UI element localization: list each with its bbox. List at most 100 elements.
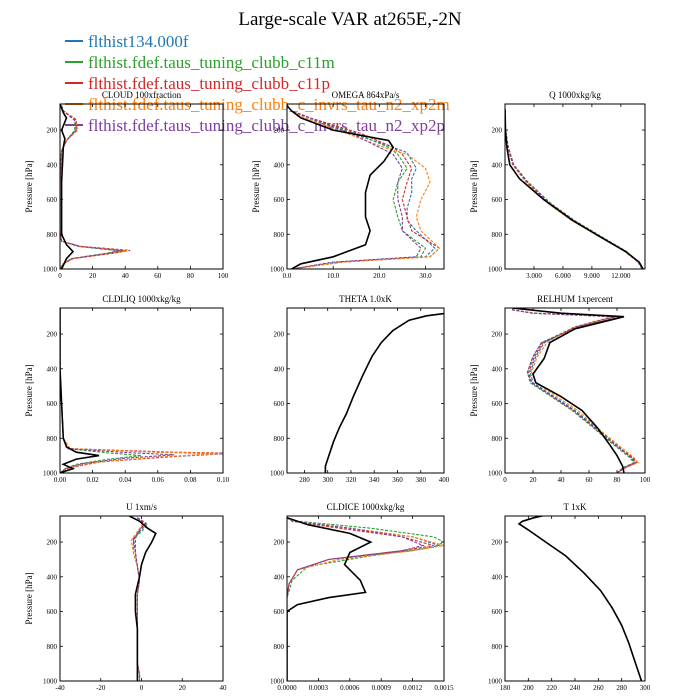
series-line [505,109,643,269]
legend-label: flthist.fdef.taus_tuning_clubb_c11p [88,74,330,93]
y-tick-label: 1000 [43,678,58,686]
y-axis-label: Pressure [hPa] [251,160,261,212]
series-line [324,313,444,473]
series-line [324,313,444,473]
x-tick-label: 0.0006 [340,684,360,692]
panel-title: Q 1000xkg/kg [549,90,601,100]
y-tick-label: 800 [492,435,503,443]
series-line [287,105,436,269]
y-tick-label: 1000 [43,266,58,274]
x-tick-label: 30.0 [419,272,432,280]
panel-frame [59,307,224,474]
series-line [511,309,639,473]
y-axis-label: Pressure [hPa] [24,364,34,416]
panel: OMEGA 864xPa/s Pressure [hPa] 200 400 600 800… [251,90,445,280]
y-tick-label: 800 [274,435,285,443]
y-tick-label: 1000 [488,266,503,274]
x-tick-label: 0.0012 [403,684,423,692]
series-line [324,312,444,473]
y-axis-label: Pressure [hPa] [24,572,34,624]
panel-frame [504,103,646,270]
y-tick-label: 1000 [270,470,285,478]
series-line [324,313,444,473]
x-tick-label: 0.0015 [434,684,454,692]
series-line [287,105,441,269]
x-tick-label: 80 [187,272,195,280]
x-tick-label: 80 [614,476,622,484]
series-line [60,105,122,269]
y-tick-label: 1000 [270,678,285,686]
series-line [287,517,444,681]
x-tick-label: 0 [503,476,507,484]
series-line [511,309,635,473]
y-tick-label: 800 [47,231,58,239]
figure-title: Large-scale VAR at265E,-2N [238,9,461,30]
x-tick-label: 180 [500,684,511,692]
x-tick-label: 280 [616,684,627,692]
series-line [287,517,434,681]
series-line [287,105,422,269]
series-line [518,516,643,681]
y-tick-label: 200 [47,539,58,547]
y-tick-label: 200 [492,331,503,339]
series-line [132,517,147,681]
x-tick-label: 360 [392,476,403,484]
x-tick-label: 0.0009 [372,684,392,692]
panel-title: OMEGA 864xPa/s [332,90,400,100]
series-line [128,516,157,681]
series-line [511,309,637,473]
y-axis-label: Pressure [hPa] [469,160,479,212]
y-tick-label: 800 [492,231,503,239]
x-tick-label: -40 [55,684,65,692]
series-line [518,516,643,681]
series-line [60,104,75,269]
y-tick-label: 400 [274,573,285,581]
x-tick-label: 400 [439,476,450,484]
y-tick-label: 400 [47,573,58,581]
y-tick-label: 1000 [270,266,285,274]
y-tick-label: 200 [47,127,58,135]
y-tick-label: 400 [47,365,58,373]
panel-title: T 1xK [563,502,587,512]
panel-frame [286,103,445,270]
x-tick-label: 280 [299,476,310,484]
y-tick-label: 1000 [488,678,503,686]
y-tick-label: 800 [47,643,58,651]
x-tick-label: 100 [640,476,651,484]
y-tick-label: 400 [492,365,503,373]
series-line [517,516,643,681]
y-tick-label: 600 [274,400,285,408]
x-tick-label: 0.0000 [277,684,297,692]
series-line [518,516,643,681]
y-tick-label: 400 [274,161,285,169]
y-axis-label: Pressure [hPa] [24,160,34,212]
x-tick-label: 10.0 [327,272,340,280]
legend-label: flthist.fdef.taus_tuning_clubb_c_invrs_t… [88,95,450,114]
series-line [511,309,637,473]
x-tick-label: 40 [220,684,228,692]
legend-label: flthist.fdef.taus_tuning_clubb_c11m [88,53,335,72]
series-line [324,313,444,473]
series-line [505,109,644,269]
panel-frame [286,515,445,682]
y-tick-label: 600 [274,608,285,616]
series-line [287,517,425,681]
series-line [60,308,223,473]
x-tick-label: 100 [218,272,229,280]
x-tick-label: 200 [523,684,534,692]
panel-frame [59,515,224,682]
x-tick-label: 320 [346,476,357,484]
y-tick-label: 600 [492,196,503,204]
x-tick-label: 380 [415,476,426,484]
series-line [505,109,643,269]
x-tick-label: 12.000 [611,272,631,280]
series-line [518,516,643,681]
x-tick-label: 6.000 [555,272,571,280]
y-tick-label: 600 [492,608,503,616]
x-tick-label: -20 [96,684,106,692]
panel-title: CLDLIQ 1000xkg/kg [102,294,181,304]
x-tick-label: 60 [586,476,594,484]
